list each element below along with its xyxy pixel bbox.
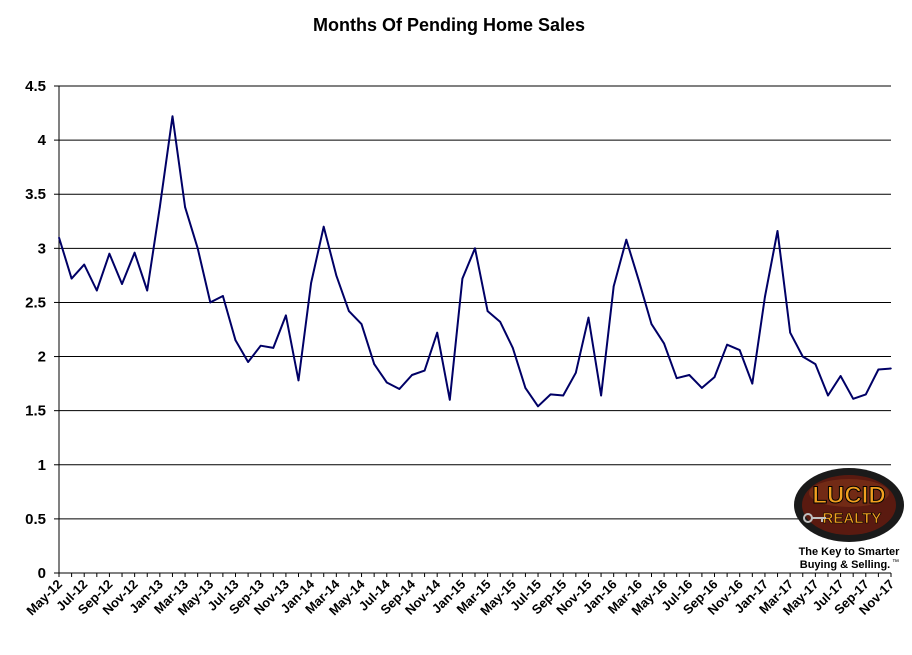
data-point: [827, 394, 829, 397]
data-point: [776, 230, 779, 232]
data-point: [297, 379, 300, 382]
lucid-realty-logo: LUCID REALTY The Key to Smarter Buying &…: [794, 468, 904, 571]
data-point: [537, 405, 539, 408]
logo-trademark: ™: [892, 559, 899, 566]
data-point: [650, 323, 653, 325]
data-point: [675, 377, 678, 380]
y-tick-label: 4: [38, 132, 47, 149]
y-tick-label: 0.5: [25, 511, 46, 528]
data-point: [184, 206, 186, 209]
data-point: [751, 382, 754, 385]
data-point: [549, 393, 552, 396]
data-point: [764, 296, 766, 298]
y-tick-label: 2: [38, 349, 46, 366]
data-point: [864, 393, 867, 396]
data-point: [625, 238, 628, 241]
data-point: [322, 225, 325, 228]
data-point: [638, 280, 640, 282]
data-point: [335, 274, 338, 277]
axes: [58, 86, 891, 574]
data-point: [159, 206, 161, 209]
y-tick-label: 4.5: [25, 78, 46, 95]
data-point: [575, 371, 577, 374]
y-tick-label: 3: [38, 240, 46, 257]
series-group: [58, 115, 892, 408]
data-point: [196, 247, 199, 250]
data-point: [348, 310, 350, 312]
data-point: [801, 355, 804, 358]
data-point: [852, 397, 854, 400]
data-point: [121, 283, 123, 285]
y-tick-label: 3.5: [25, 186, 46, 203]
logo-tagline-2: Buying & Selling.: [800, 559, 890, 571]
data-point: [146, 289, 149, 292]
data-point: [83, 263, 86, 266]
y-tick-label: 2.5: [25, 294, 46, 311]
data-point: [890, 367, 892, 370]
y-tick-label: 0: [38, 565, 46, 582]
y-tick-label: 1.5: [25, 403, 46, 420]
data-point: [474, 247, 476, 250]
data-point: [222, 295, 224, 297]
series-line: [58, 115, 892, 408]
data-point: [814, 363, 817, 365]
data-point: [738, 349, 741, 351]
data-point: [663, 342, 665, 345]
data-point: [234, 339, 237, 342]
data-point: [701, 387, 703, 389]
data-point: [461, 277, 464, 280]
data-point: [562, 394, 565, 397]
data-point: [70, 277, 73, 280]
data-point: [411, 374, 413, 376]
data-point: [436, 331, 438, 334]
data-point: [612, 285, 615, 288]
data-point: [839, 375, 842, 377]
data-point: [272, 347, 275, 349]
key-icon: [803, 513, 826, 523]
data-point: [58, 236, 60, 239]
y-tick-label: 1: [38, 457, 46, 474]
data-point: [423, 369, 426, 372]
data-point: [285, 314, 287, 317]
data-point: [385, 381, 388, 384]
data-point: [247, 361, 249, 363]
data-point: [512, 347, 514, 349]
y-axis-ticks: 0 0.5 1 1.5 2 2.5 3 3.5 4 4.5: [25, 78, 59, 582]
data-point: [398, 388, 401, 390]
logo-lucid-text: LUCID: [812, 482, 885, 509]
data-point: [259, 344, 262, 347]
data-point: [133, 251, 136, 254]
data-point: [726, 343, 728, 346]
data-point: [877, 368, 880, 371]
data-point: [108, 252, 111, 255]
data-point: [789, 331, 791, 334]
data-point: [171, 115, 174, 118]
logo-tagline-1: The Key to Smarter: [799, 546, 901, 558]
data-point: [524, 387, 527, 389]
data-point: [499, 321, 502, 323]
x-axis-ticks: May-12Jul-12Sep-12Nov-12Jan-13Mar-13May-…: [23, 573, 897, 618]
data-point: [360, 323, 363, 325]
data-point: [600, 394, 602, 397]
data-point: [587, 316, 590, 319]
data-point: [209, 301, 212, 304]
chart-title: Months Of Pending Home Sales: [313, 15, 585, 35]
data-point: [448, 399, 451, 401]
data-point: [373, 363, 375, 365]
data-point: [486, 310, 489, 312]
gridlines: [59, 85, 891, 520]
data-point: [96, 289, 98, 292]
data-point: [310, 282, 312, 284]
logo-realty-text: REALTY: [823, 510, 882, 527]
data-point: [713, 376, 716, 378]
logo-shine: [809, 479, 889, 507]
data-point: [688, 374, 691, 376]
